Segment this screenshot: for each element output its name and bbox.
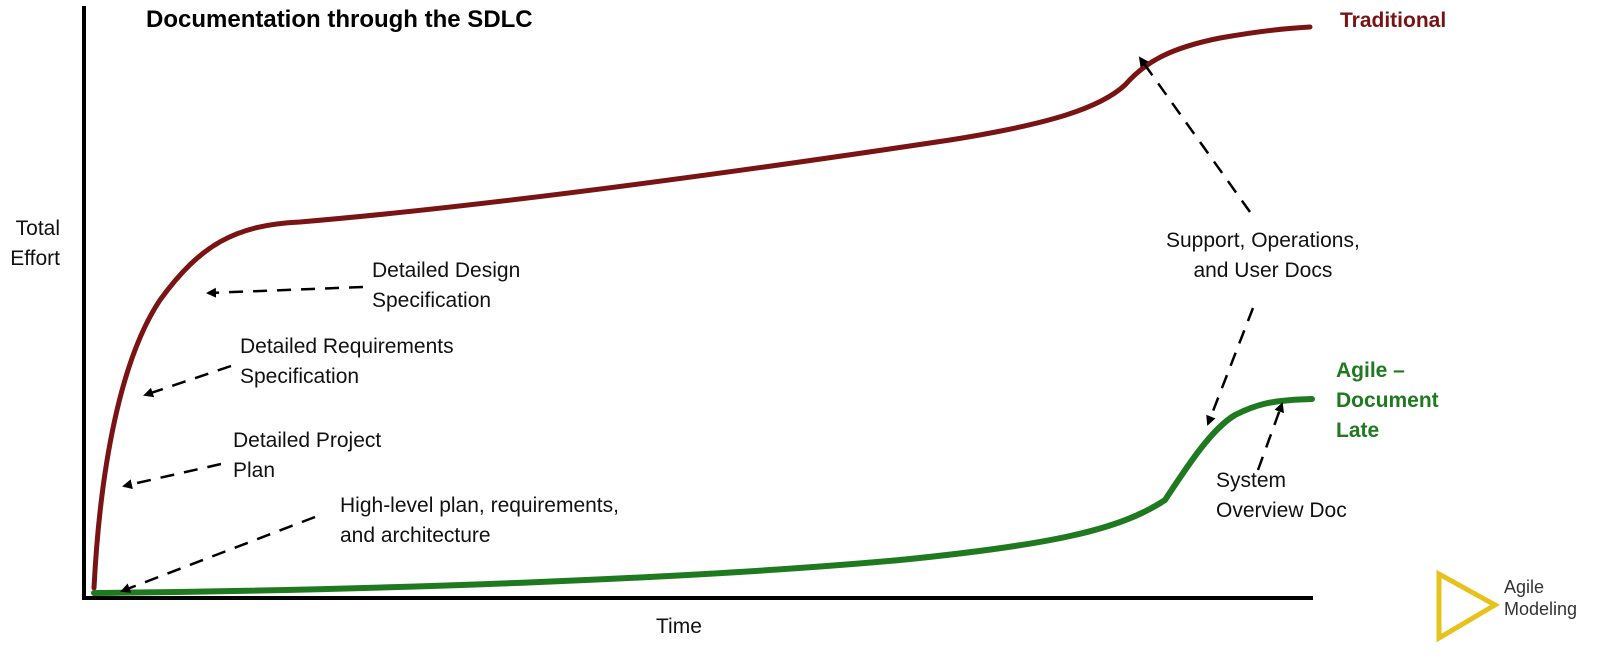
agile-modeling-logo-text: Agile Modeling bbox=[1504, 577, 1578, 619]
arrow-overview bbox=[1256, 402, 1284, 471]
y-axis-label: Total Effort bbox=[10, 217, 60, 270]
arrow-design bbox=[206, 285, 364, 298]
arrow-support-top bbox=[1138, 56, 1252, 213]
x-axis-label: Time bbox=[656, 615, 702, 638]
arrow-high-level bbox=[120, 515, 316, 593]
annotation-design: Detailed Design Specification bbox=[372, 259, 521, 312]
annotation-project-plan: Detailed Project Plan bbox=[233, 429, 382, 482]
annotation-overview: System Overview Doc bbox=[1216, 469, 1347, 522]
chart-title: Documentation through the SDLC bbox=[146, 6, 533, 33]
arrow-support-bottom bbox=[1206, 307, 1255, 426]
arrow-project-plan bbox=[122, 462, 222, 490]
annotation-support: Support, Operations, and User Docs bbox=[1166, 229, 1360, 282]
agile-modeling-logo-icon bbox=[1436, 569, 1501, 643]
annotation-high-level: High-level plan, requirements, and archi… bbox=[340, 494, 619, 547]
traditional-line bbox=[91, 24, 1313, 591]
agile-line bbox=[91, 396, 1315, 596]
traditional-label: Traditional bbox=[1340, 9, 1447, 32]
annotation-requirements: Detailed Requirements Specification bbox=[240, 335, 454, 388]
agile-label: Agile – Document Late bbox=[1336, 359, 1439, 442]
arrow-requirements bbox=[143, 364, 232, 398]
